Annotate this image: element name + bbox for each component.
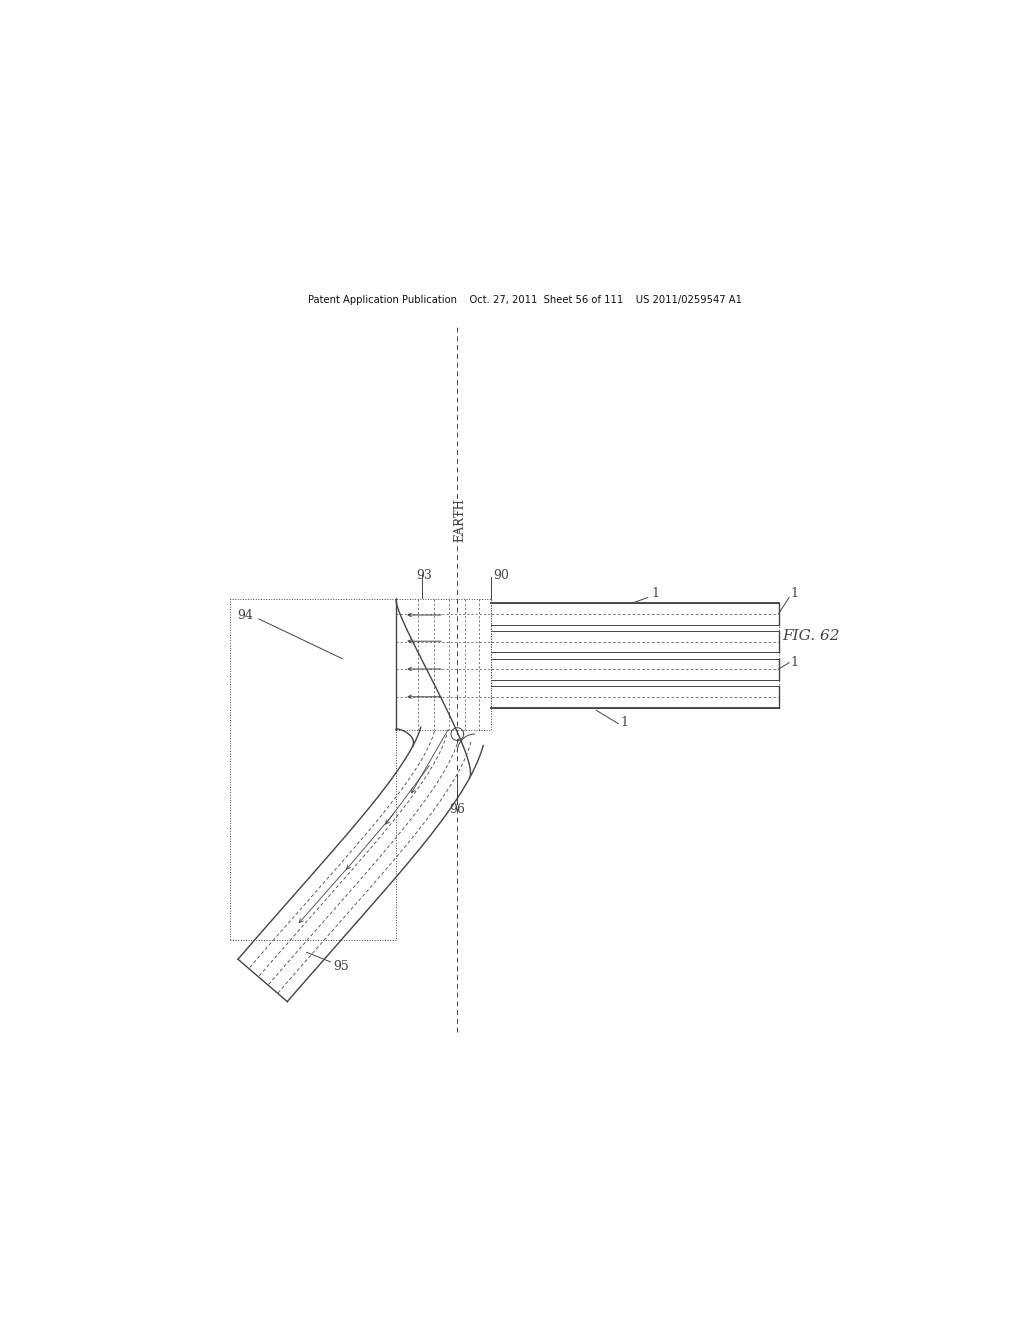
- Text: 1: 1: [791, 656, 799, 669]
- Text: 94: 94: [238, 609, 253, 622]
- Text: 96: 96: [450, 803, 465, 816]
- Text: 93: 93: [416, 569, 432, 582]
- Bar: [492, 603, 778, 708]
- Text: 1: 1: [652, 587, 659, 601]
- Text: 95: 95: [333, 960, 348, 973]
- Text: FIG. 62: FIG. 62: [782, 630, 841, 643]
- Bar: [396, 599, 492, 730]
- Bar: [229, 599, 396, 940]
- Text: EARTH: EARTH: [454, 498, 466, 541]
- Text: 90: 90: [494, 569, 509, 582]
- Text: 1: 1: [791, 587, 799, 601]
- Text: 1: 1: [620, 715, 628, 729]
- Text: Patent Application Publication    Oct. 27, 2011  Sheet 56 of 111    US 2011/0259: Patent Application Publication Oct. 27, …: [308, 294, 741, 305]
